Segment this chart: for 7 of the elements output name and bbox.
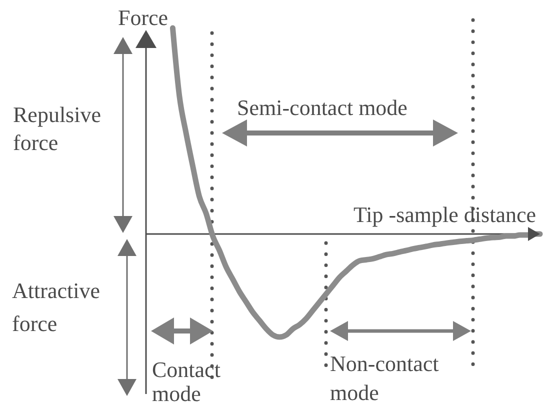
- text: Non-contact mode: [330, 351, 439, 402]
- text: Contact mode: [152, 357, 220, 402]
- text: Attractive force: [12, 278, 100, 336]
- text: Repulsive force: [13, 102, 101, 155]
- x-axis-title: Tip -sample distance: [354, 202, 536, 227]
- annotation: Semi-contact mode: [237, 95, 408, 120]
- y-axis-title: Force: [118, 5, 168, 30]
